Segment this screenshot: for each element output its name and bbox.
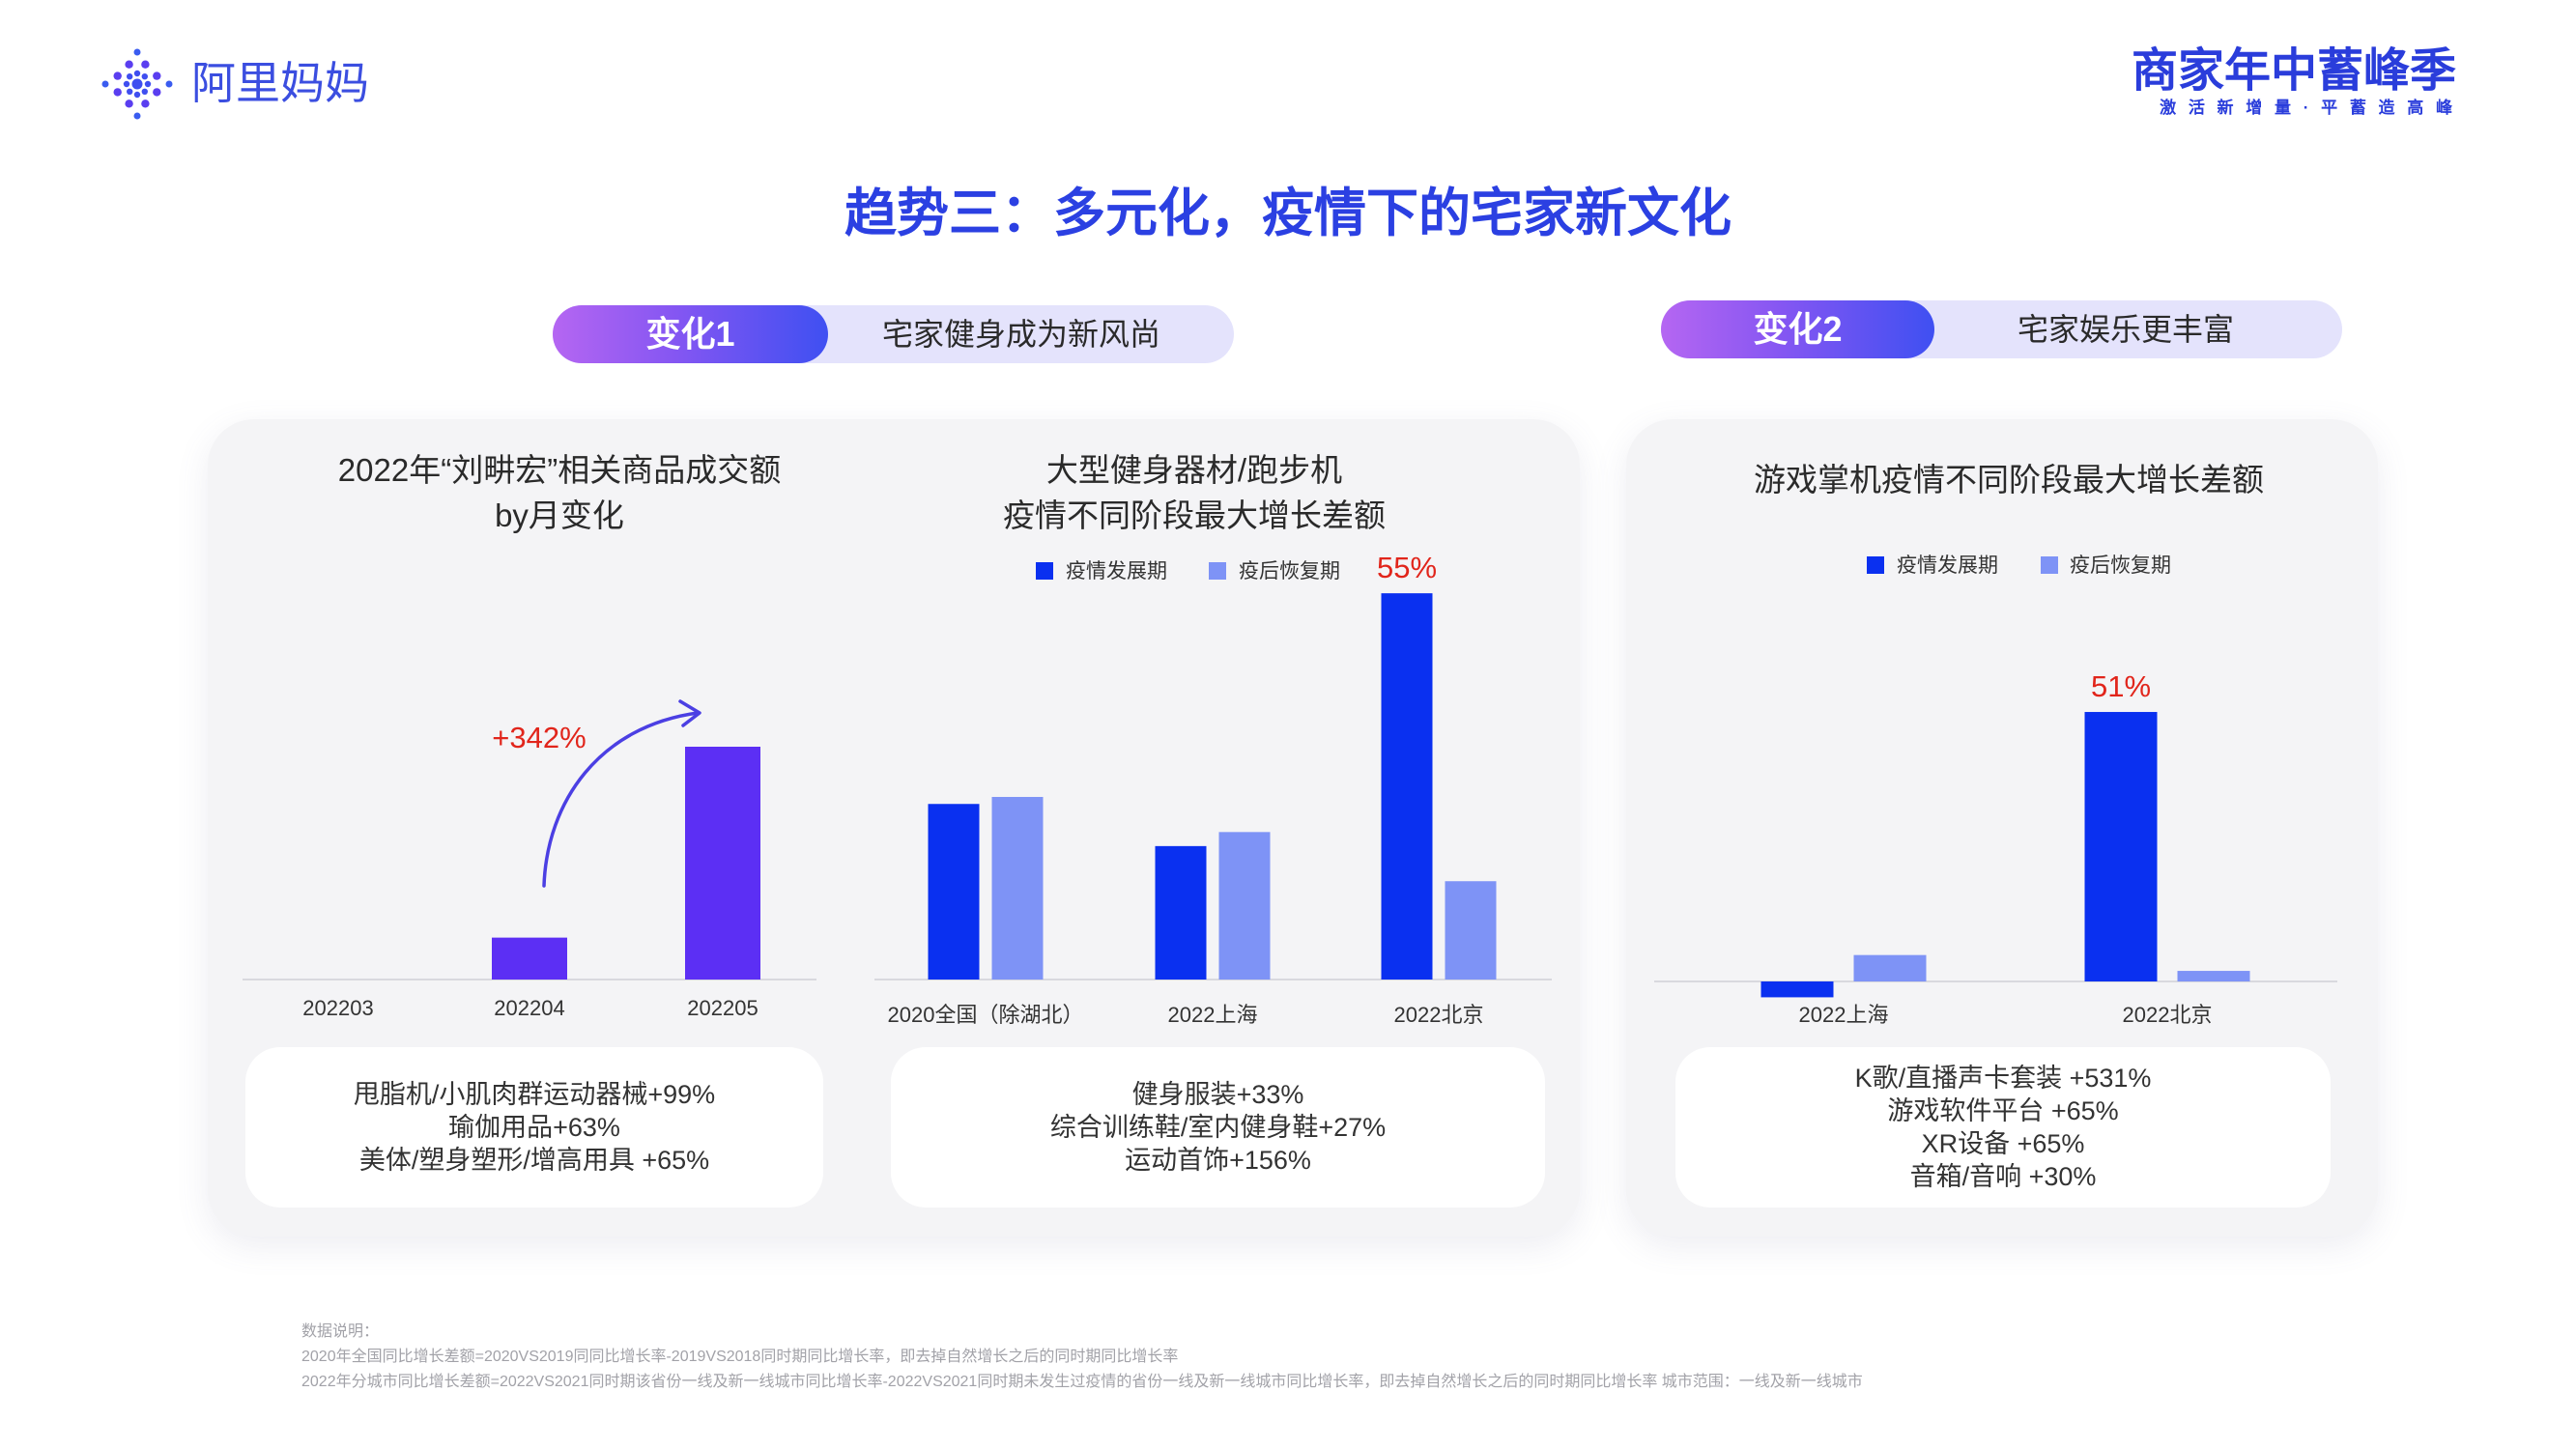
box-item: 游戏软件平台 +65% (1887, 1096, 2119, 1125)
chart2-subtitle: 疫情不同阶段最大增长差额 (1003, 497, 1386, 533)
chart3-title-line: 游戏掌机疫情不同阶段最大增长差额 (1754, 462, 2264, 497)
fitness-items-box: 甩脂机/小肌肉群运动器械+99% 瑜伽用品+63% 美体/塑身塑形/增高用具 +… (245, 1047, 823, 1208)
box-item: K歌/直播声卡套装 +531% (1854, 1064, 2152, 1093)
alimama-dots-icon (101, 48, 173, 120)
chart2-legend-label-2: 疫后恢复期 (1239, 560, 1340, 582)
chart3-legend-swatch-1 (1867, 556, 1884, 574)
footnote-line: 2020年全国同比增长差额=2020VS2019同同比增长率-2019VS201… (301, 1349, 1179, 1365)
chart2-legend-swatch-1 (1036, 562, 1053, 580)
change-pill-2: 变化2 宅家娱乐更丰富 (1661, 300, 2342, 358)
box-item: 瑜伽用品+63% (448, 1113, 620, 1142)
chart3-legend-label-1: 疫情发展期 (1897, 554, 1998, 577)
entertainment-items-box: K歌/直播声卡套装 +531% 游戏软件平台 +65% XR设备 +65% 音箱… (1675, 1047, 2331, 1208)
campaign-title: 商家年中蓄峰季 (2131, 45, 2456, 97)
footnote-line: 2022年分城市同比增长差额=2022VS2021同时期该省份一线及新一线城市同… (301, 1374, 1863, 1390)
box-item: XR设备 +65% (1921, 1129, 2085, 1158)
page-title: 趋势三：多元化，疫情下的宅家新文化 (844, 185, 1732, 242)
logo-text: 阿里妈妈 (191, 58, 369, 108)
chart3-title: 游戏掌机疫情不同阶段最大增长差额 (1719, 457, 2299, 502)
chart3-legend-label-2: 疫后恢复期 (2070, 554, 2171, 577)
chart2-title: 大型健身器材/跑步机 疫情不同阶段最大增长差额 (904, 447, 1484, 538)
box-item: 甩脂机/小肌肉群运动器械+99% (353, 1080, 716, 1109)
footnote-heading: 数据说明： (301, 1323, 380, 1340)
box-item: 音箱/音响 +30% (1909, 1162, 2097, 1191)
change-text-2: 宅家娱乐更丰富 (2017, 312, 2234, 347)
change-tag-2: 变化2 (1661, 300, 1934, 358)
chart2-legend-swatch-2 (1209, 562, 1226, 580)
box-item: 综合训练鞋/室内健身鞋+27% (1049, 1113, 1387, 1142)
change-text-1: 宅家健身成为新风尚 (881, 317, 1160, 352)
chart1-title: 2022年“刘畊宏”相关商品成交额 by月变化 (270, 447, 849, 538)
change-pill-1: 变化1 宅家健身成为新风尚 (553, 305, 1234, 363)
chart3-legend-swatch-2 (2041, 556, 2058, 574)
chart2-title-line: 大型健身器材/跑步机 (1045, 452, 1343, 488)
chart1-title-line: 2022年“刘畊宏”相关商品成交额 (337, 452, 782, 488)
box-item: 美体/塑身塑形/增高用具 +65% (358, 1146, 710, 1175)
change-tag-1: 变化1 (553, 305, 828, 363)
sports-apparel-box: 健身服装+33% 综合训练鞋/室内健身鞋+27% 运动首饰+156% (891, 1047, 1545, 1208)
chart2-legend-label-1: 疫情发展期 (1066, 560, 1167, 582)
chart1-subtitle: by月变化 (495, 497, 624, 533)
campaign-slogan: 激 活 新 增 量 · 平 蓄 造 高 峰 (2160, 99, 2456, 117)
box-item: 运动首饰+156% (1125, 1146, 1311, 1175)
box-item: 健身服装+33% (1131, 1080, 1304, 1109)
